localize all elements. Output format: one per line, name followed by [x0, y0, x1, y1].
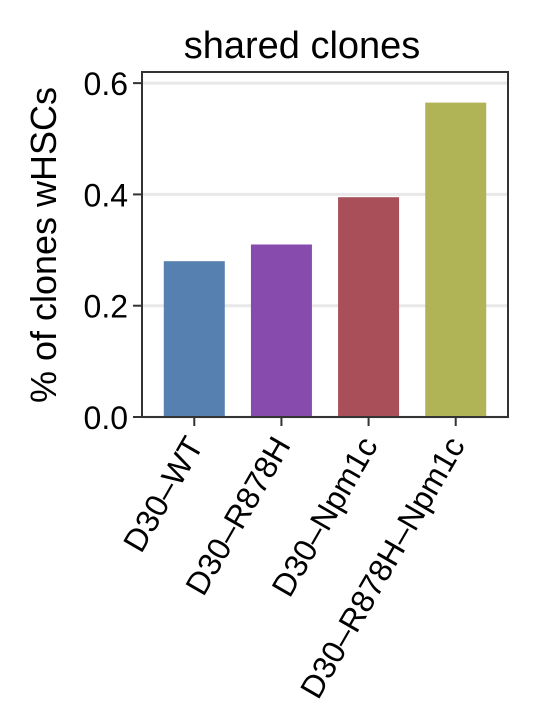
y-axis-ticks: 0.0 0.2 0.4 0.6: [84, 66, 142, 436]
x-tick-label: D30–R878H–Npm1c: [293, 431, 472, 705]
y-tick-label: 0.0: [84, 400, 128, 436]
bar: [425, 102, 487, 418]
bar: [250, 244, 312, 417]
bar: [163, 261, 225, 417]
bars: [163, 102, 487, 418]
y-tick-label: 0.2: [84, 289, 128, 325]
bar: [338, 197, 400, 417]
x-tick-label: D30–WT: [116, 431, 210, 558]
y-tick-label: 0.6: [84, 66, 128, 102]
y-tick-label: 0.4: [84, 177, 128, 213]
chart-title: shared clones: [184, 25, 421, 67]
plot-border: [141, 71, 509, 418]
y-axis-label: % of clones wHSCs: [23, 87, 64, 403]
